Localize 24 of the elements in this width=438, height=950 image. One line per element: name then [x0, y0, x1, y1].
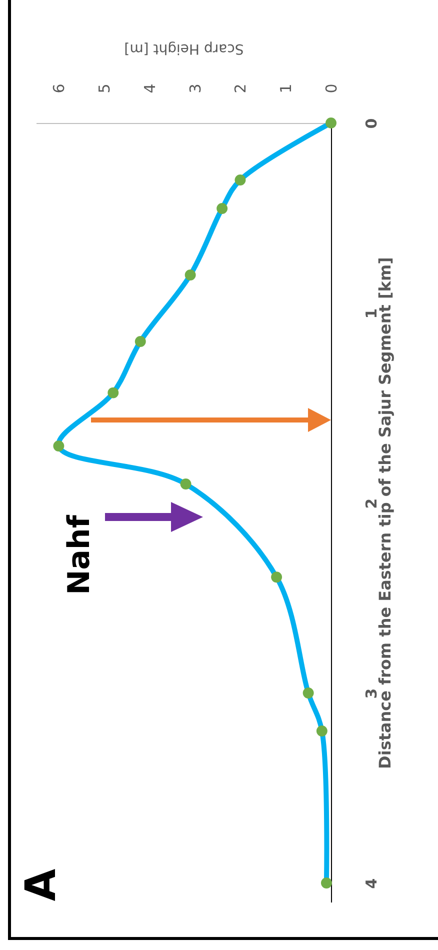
annotation: Nahf [62, 514, 97, 595]
point [108, 387, 119, 398]
point [302, 688, 314, 698]
point [234, 174, 246, 186]
y-tick-label: 4 [362, 878, 380, 889]
point [216, 203, 228, 214]
point [184, 270, 196, 280]
x-tick-label: 6 [50, 84, 68, 94]
y-tick-label: 0 [362, 118, 380, 129]
x-tick-label: 0 [322, 84, 340, 94]
point [53, 440, 64, 452]
x-tick-label: 5 [96, 84, 114, 94]
point [134, 336, 146, 347]
point [180, 478, 192, 490]
x-tick-label: 1 [277, 84, 296, 94]
point [271, 572, 282, 583]
x-tick-label: 3 [186, 84, 204, 94]
point [316, 726, 328, 736]
annotation: A [16, 868, 65, 902]
x-tick-label: 4 [140, 84, 159, 94]
point [320, 878, 332, 888]
x-tick-label: 2 [232, 84, 250, 94]
point [326, 118, 336, 128]
x-axis-title: Scarp Height [m] [124, 40, 244, 57]
